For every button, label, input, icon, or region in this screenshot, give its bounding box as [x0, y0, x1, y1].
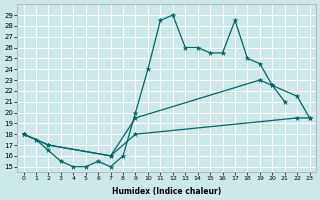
X-axis label: Humidex (Indice chaleur): Humidex (Indice chaleur): [112, 187, 221, 196]
